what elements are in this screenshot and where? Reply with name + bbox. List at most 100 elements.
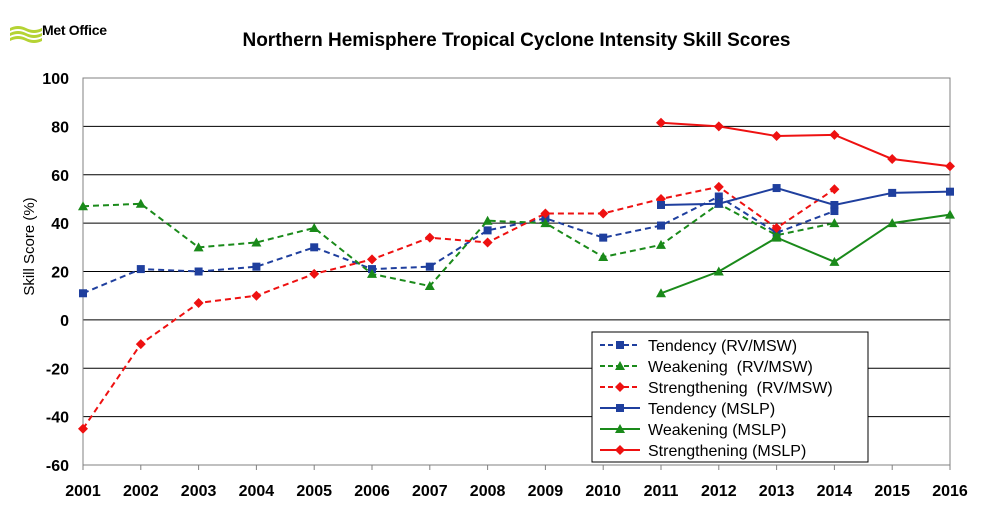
series-line xyxy=(660,213,951,295)
data-point xyxy=(713,266,724,276)
x-tick-label: 2005 xyxy=(296,483,332,500)
logo-text: Met Office xyxy=(42,22,107,38)
logo-mark-icon xyxy=(10,26,42,43)
data-point xyxy=(945,161,955,172)
data-point xyxy=(771,131,782,142)
data-point xyxy=(251,237,262,247)
data-point xyxy=(656,239,666,249)
x-tick-label: 2013 xyxy=(759,483,795,500)
data-point xyxy=(136,265,145,274)
data-point xyxy=(829,218,840,228)
data-point xyxy=(424,281,435,291)
data-point xyxy=(483,226,492,235)
data-point xyxy=(598,208,609,219)
data-point xyxy=(482,215,493,225)
legend-marker xyxy=(616,341,624,349)
data-point xyxy=(193,297,204,308)
data-point xyxy=(540,208,551,219)
legend-label: Tendency (MSLP) xyxy=(648,401,775,418)
series-1 xyxy=(79,192,839,298)
x-tick-label: 2003 xyxy=(181,483,217,500)
legend: Tendency (RV/MSW) Weakening (RV/MSW) Stren… xyxy=(591,331,869,463)
data-point xyxy=(598,251,609,261)
data-point xyxy=(424,232,435,243)
x-tick-label: 2010 xyxy=(585,483,621,500)
data-point xyxy=(656,288,666,298)
data-point xyxy=(78,423,88,434)
legend-marker xyxy=(616,404,624,412)
data-point xyxy=(135,198,146,208)
data-point xyxy=(252,262,261,271)
data-point xyxy=(829,184,840,195)
series-line xyxy=(660,121,951,168)
data-point xyxy=(540,218,551,228)
x-tick-label: 2002 xyxy=(123,483,159,500)
chart-title: Northern Hemisphere Tropical Cyclone Int… xyxy=(242,30,791,51)
data-point xyxy=(830,207,839,216)
series-3 xyxy=(78,181,840,434)
y-tick-label: 40 xyxy=(51,216,69,233)
x-tick-label: 2012 xyxy=(701,483,737,500)
series-6 xyxy=(656,117,955,172)
series-line xyxy=(82,195,835,295)
y-tick-label: -20 xyxy=(46,361,69,378)
legend-label: Weakening (RV/MSW) xyxy=(648,359,813,376)
data-point xyxy=(887,218,898,228)
data-point xyxy=(310,243,319,252)
data-point xyxy=(482,237,493,248)
legend-label: Strengthening (RV/MSW) xyxy=(648,380,833,397)
series-4 xyxy=(657,184,954,209)
data-point xyxy=(713,181,724,192)
y-tick-label: 60 xyxy=(51,168,69,185)
x-tick-label: 2016 xyxy=(932,483,968,500)
x-tick-label: 2011 xyxy=(644,483,679,500)
data-point xyxy=(771,222,782,233)
data-point xyxy=(251,290,262,301)
series-line xyxy=(660,187,951,207)
data-point xyxy=(367,268,377,278)
data-point xyxy=(771,232,782,242)
data-point xyxy=(830,200,839,209)
x-tick-label: 2001 xyxy=(65,483,101,500)
data-point xyxy=(772,184,781,193)
data-point xyxy=(945,209,955,219)
legend-label: Tendency (RV/MSW) xyxy=(648,338,797,355)
legend-marker xyxy=(615,361,625,370)
x-tick-label: 2007 xyxy=(412,483,448,500)
data-point xyxy=(657,200,665,209)
legend-box xyxy=(591,331,869,463)
y-axis-label: Skill Score (%) xyxy=(21,197,38,295)
y-tick-label: 20 xyxy=(51,265,69,282)
data-point xyxy=(887,154,898,165)
series-5 xyxy=(656,209,955,298)
data-point xyxy=(657,221,665,230)
y-tick-label: 100 xyxy=(42,71,69,88)
data-point xyxy=(79,289,87,298)
data-point xyxy=(829,256,840,266)
data-point xyxy=(193,242,204,252)
data-point xyxy=(135,339,146,350)
data-point xyxy=(309,222,320,232)
data-point xyxy=(656,117,666,128)
y-tick-label: 0 xyxy=(60,313,69,330)
legend-marker xyxy=(615,382,625,392)
legend-marker xyxy=(615,424,625,433)
y-tick-label: -40 xyxy=(46,410,69,427)
data-point xyxy=(599,233,608,242)
series-line xyxy=(82,202,835,288)
x-tick-label: 2006 xyxy=(354,483,390,500)
x-tick-label: 2015 xyxy=(874,483,910,500)
legend-marker xyxy=(615,445,625,455)
data-point xyxy=(714,199,723,208)
data-point xyxy=(194,267,203,276)
data-point xyxy=(78,201,88,211)
data-point xyxy=(888,188,897,197)
y-tick-label: -60 xyxy=(46,458,69,475)
data-point xyxy=(425,262,434,271)
x-tick-label: 2014 xyxy=(817,483,853,500)
legend-label: Strengthening (MSLP) xyxy=(648,443,806,460)
y-tick-label: 80 xyxy=(51,119,69,136)
x-tick-label: 2009 xyxy=(528,483,564,500)
data-point xyxy=(367,254,377,265)
